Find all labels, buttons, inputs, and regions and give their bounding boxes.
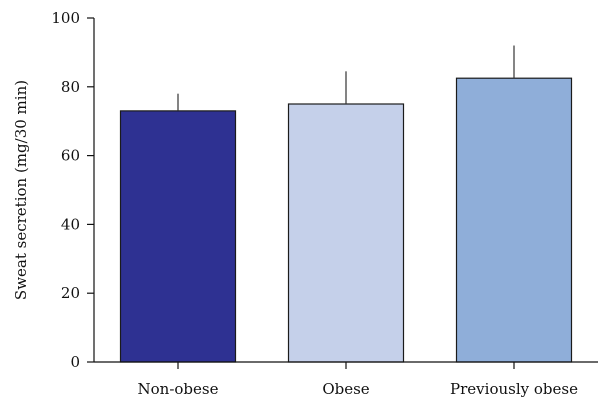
y-axis-ticks: 0 20 40 60 80 100 — [51, 9, 94, 371]
bars — [119, 77, 573, 363]
y-tick-label: 20 — [61, 284, 80, 302]
y-tick-label: 0 — [70, 353, 80, 371]
y-tick-label: 60 — [61, 147, 80, 165]
bar-obese — [287, 103, 405, 363]
bar-non-obese — [119, 110, 237, 363]
x-tick-label: Non-obese — [138, 380, 219, 398]
x-axis-ticks: Non-obese Obese Previously obese — [138, 362, 578, 398]
error-bars — [177, 45, 515, 111]
x-tick-label: Previously obese — [450, 380, 578, 398]
y-tick-label: 100 — [51, 9, 80, 27]
y-axis-title: Sweat secretion (mg/30 min) — [12, 80, 30, 300]
x-tick-label: Obese — [322, 380, 369, 398]
y-tick-label: 80 — [61, 78, 80, 96]
bar-previously-obese — [455, 77, 573, 363]
y-tick-label: 40 — [61, 215, 80, 233]
